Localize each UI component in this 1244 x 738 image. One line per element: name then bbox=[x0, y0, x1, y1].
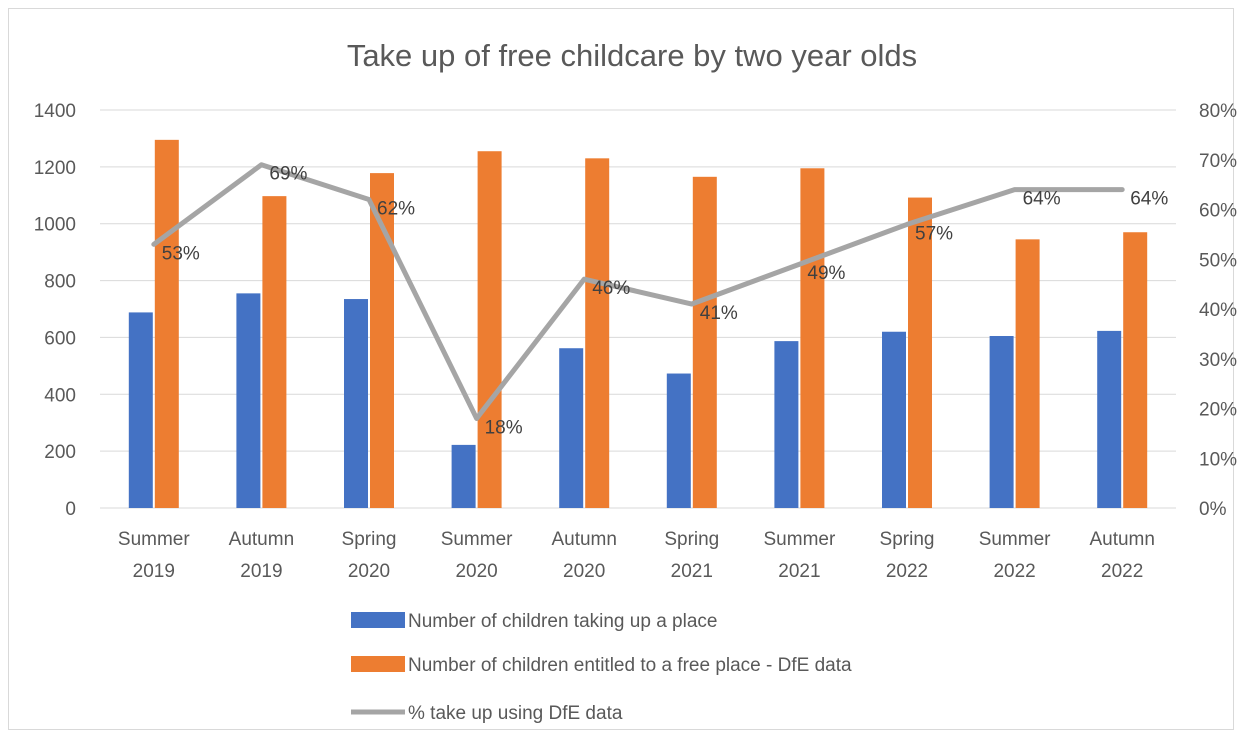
bar-entitled bbox=[692, 176, 717, 509]
bar-taking-up bbox=[344, 299, 368, 508]
y-left-tick-label: 800 bbox=[44, 272, 76, 293]
legend-label: Number of children taking up a place bbox=[408, 611, 717, 632]
chart-title: Take up of free childcare by two year ol… bbox=[347, 38, 917, 73]
x-tick-label: Spring bbox=[342, 529, 397, 550]
x-tick-label: Autumn bbox=[229, 529, 294, 550]
bar-taking-up bbox=[1097, 330, 1122, 508]
data-label: 69% bbox=[269, 164, 307, 185]
bar-taking-up bbox=[559, 348, 584, 508]
line-take-up-percent bbox=[151, 162, 1125, 421]
y-right-tick-label: 50% bbox=[1199, 250, 1237, 271]
bar-taking-up bbox=[236, 293, 261, 508]
y-right-tick-label: 30% bbox=[1199, 350, 1237, 371]
y-left-tick-label: 1200 bbox=[34, 158, 76, 179]
bar-taking-up bbox=[128, 312, 153, 508]
x-tick-label: Summer bbox=[441, 529, 513, 550]
x-tick-label: 2022 bbox=[993, 561, 1035, 582]
x-tick-label: Spring bbox=[664, 529, 719, 550]
x-tick-label: 2022 bbox=[886, 561, 928, 582]
bar-entitled bbox=[1015, 239, 1040, 508]
y-left-tick-label: 1000 bbox=[34, 215, 76, 236]
axis-ticks: 0 200 400 600 800 1000 1200 1400 0% 10% 20% 30% 40% 5… bbox=[34, 101, 1237, 520]
bar-taking-up bbox=[774, 341, 799, 508]
bar-entitled bbox=[585, 158, 610, 509]
bar-taking-up bbox=[882, 331, 906, 508]
legend-label: Number of children entitled to a free pl… bbox=[408, 655, 852, 676]
x-tick-label: 2021 bbox=[671, 561, 713, 582]
bar-taking-up bbox=[989, 336, 1014, 508]
legend-swatch-taking-up bbox=[351, 612, 405, 628]
y-right-tick-label: 80% bbox=[1199, 101, 1237, 122]
bar-entitled bbox=[262, 196, 287, 509]
y-right-tick-label: 40% bbox=[1199, 300, 1237, 321]
bar-taking-up bbox=[451, 444, 476, 508]
legend-swatch-entitled bbox=[351, 656, 405, 672]
y-right-tick-label: 10% bbox=[1199, 449, 1237, 470]
data-label: 53% bbox=[162, 243, 200, 264]
y-left-tick-label: 1400 bbox=[34, 101, 76, 122]
bar-entitled bbox=[1123, 232, 1148, 508]
data-label: 64% bbox=[1023, 189, 1061, 210]
x-tick-label: Summer bbox=[118, 529, 190, 550]
y-left-tick-label: 400 bbox=[44, 385, 76, 406]
bar-taking-up bbox=[666, 373, 691, 508]
x-tick-label: Summer bbox=[979, 529, 1051, 550]
x-tick-label: 2021 bbox=[778, 561, 820, 582]
x-tick-label: 2019 bbox=[240, 561, 282, 582]
legend-label: % take up using DfE data bbox=[408, 703, 623, 724]
x-tick-label: 2019 bbox=[133, 561, 175, 582]
data-label: 62% bbox=[377, 199, 415, 220]
data-label: 49% bbox=[807, 263, 845, 284]
x-tick-label: 2020 bbox=[455, 561, 497, 582]
bar-entitled bbox=[477, 151, 502, 508]
data-label: 46% bbox=[592, 278, 630, 299]
y-right-tick-label: 0% bbox=[1199, 499, 1227, 520]
x-tick-label: 2022 bbox=[1101, 561, 1143, 582]
y-right-tick-label: 20% bbox=[1199, 400, 1237, 421]
x-tick-label: 2020 bbox=[563, 561, 605, 582]
y-left-tick-label: 600 bbox=[44, 328, 76, 349]
x-axis-labels: Summer 2019 Autumn 2019 Spring 2020 Summer 2020… bbox=[118, 529, 1155, 582]
data-label: 57% bbox=[915, 223, 953, 244]
data-label: 64% bbox=[1130, 189, 1168, 210]
bars bbox=[128, 139, 1148, 509]
y-right-tick-label: 70% bbox=[1199, 151, 1237, 172]
y-left-tick-label: 200 bbox=[44, 442, 76, 463]
data-label: 18% bbox=[485, 417, 523, 438]
bar-entitled bbox=[154, 139, 179, 508]
x-tick-label: Autumn bbox=[551, 529, 616, 550]
gridlines bbox=[100, 109, 1176, 509]
y-right-tick-label: 60% bbox=[1199, 201, 1237, 222]
x-tick-label: 2020 bbox=[348, 561, 390, 582]
x-tick-label: Summer bbox=[764, 529, 836, 550]
y-left-tick-label: 0 bbox=[65, 499, 76, 520]
legend: Number of children taking up a place Numb… bbox=[351, 611, 852, 724]
x-tick-label: Spring bbox=[880, 529, 935, 550]
bar-entitled bbox=[800, 168, 825, 508]
data-label: 41% bbox=[700, 303, 738, 324]
bar-entitled bbox=[908, 197, 932, 508]
x-tick-label: Autumn bbox=[1089, 529, 1154, 550]
line-series: 53% 69% 62% 18% 46% 41% 49% 57% 64% 64% bbox=[151, 162, 1168, 438]
